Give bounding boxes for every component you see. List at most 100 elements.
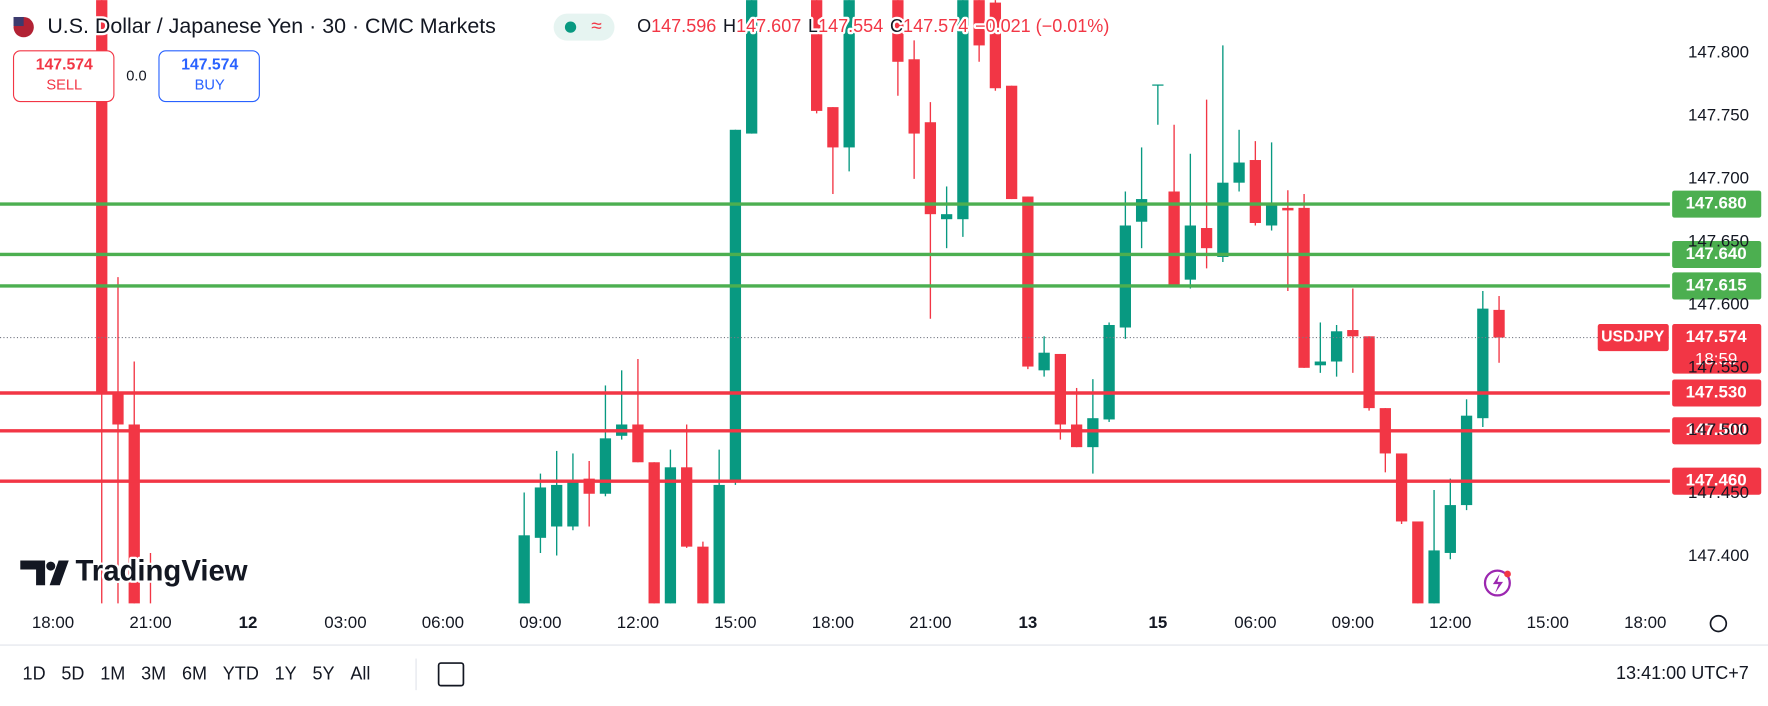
candle-body xyxy=(697,546,709,604)
y-tick-label: 147.450 xyxy=(1688,483,1749,502)
candle-body xyxy=(1363,336,1375,409)
range-list: 1D 5D 1M 3M 6M YTD 1Y 5Y All xyxy=(23,663,371,683)
buy-label: BUY xyxy=(195,78,225,94)
candle-body xyxy=(1087,418,1099,448)
level-label: 147.530 xyxy=(1686,382,1747,401)
x-tick-label: 18:00 xyxy=(1624,613,1666,632)
candle-body xyxy=(599,438,612,494)
ohlc-value: 147.607 xyxy=(736,16,801,36)
range-button[interactable]: 6M xyxy=(182,663,207,683)
ohlc-change: −0.021 (−0.01%) xyxy=(975,16,1109,36)
x-tick-label: 09:00 xyxy=(519,613,561,632)
buy-button[interactable] xyxy=(158,50,260,103)
x-tick-label: 18:00 xyxy=(812,613,854,632)
symbol-title[interactable]: U.S. Dollar / Japanese Yen · 30 · CMC Ma… xyxy=(45,12,498,41)
candle-body xyxy=(1314,361,1326,366)
candle-body xyxy=(128,424,140,604)
level-tag xyxy=(1672,417,1762,445)
settings-icon[interactable] xyxy=(1709,614,1728,633)
brand: TradingView xyxy=(76,555,248,588)
y-tick-label: 147.800 xyxy=(1688,42,1749,61)
range-button[interactable]: All xyxy=(350,663,370,683)
alert-icon[interactable] xyxy=(1483,569,1511,597)
candle-body xyxy=(1347,330,1359,337)
candle-body xyxy=(681,467,693,547)
x-tick-label: 12 xyxy=(239,613,258,632)
level-tag xyxy=(1672,272,1762,300)
range-button[interactable]: 3M xyxy=(141,663,166,683)
candle-body xyxy=(1265,205,1278,226)
candle-body xyxy=(892,0,904,62)
x-tick-label: 15:00 xyxy=(714,613,756,632)
range-button[interactable]: 1D xyxy=(23,663,46,683)
candle-body xyxy=(96,0,108,394)
candle-body xyxy=(1070,424,1083,448)
status-pill[interactable] xyxy=(553,13,615,41)
candle-body xyxy=(1103,324,1115,420)
y-tick-label: 147.400 xyxy=(1688,546,1749,565)
candle-body xyxy=(1054,353,1067,425)
x-tick-label: 03:00 xyxy=(324,613,366,632)
brand-logo xyxy=(20,560,69,586)
candle-body xyxy=(973,0,985,46)
ohlc-key: L xyxy=(808,16,818,36)
candle-body xyxy=(1038,352,1050,371)
candle-body xyxy=(989,2,1002,89)
candle-body xyxy=(583,478,595,494)
symbol-tag xyxy=(1597,324,1669,352)
candle-body xyxy=(1135,199,1148,222)
range-button[interactable]: 5Y xyxy=(312,663,334,683)
spread: 0.0 xyxy=(126,69,146,85)
symbol-label: USDJPY xyxy=(1601,329,1665,346)
status-dot xyxy=(564,21,577,33)
last-price-tag xyxy=(1672,324,1762,374)
y-tick-label: 147.550 xyxy=(1688,357,1749,376)
price-axis: 147.400147.450147.500147.550147.600147.6… xyxy=(1688,42,1749,565)
x-tick-label: 15 xyxy=(1148,613,1167,632)
flag-icon xyxy=(13,16,24,27)
ohlc-value: 147.574 xyxy=(903,16,968,36)
candle-body xyxy=(1298,207,1310,368)
candle-body xyxy=(648,462,660,604)
ohlc-key: O xyxy=(637,16,651,36)
candle-body xyxy=(1282,207,1294,211)
candle-body xyxy=(1412,521,1424,604)
x-tick-label: 12:00 xyxy=(617,613,659,632)
x-tick-label: 06:00 xyxy=(422,613,464,632)
time-axis: 18:00 21:00 12 03:00 06:00 09:00 12:00 15:00 18:… xyxy=(32,613,1667,632)
candle-body xyxy=(534,487,547,538)
candle-body xyxy=(1200,228,1213,249)
candle-body xyxy=(1428,550,1440,604)
candle-body xyxy=(551,484,563,527)
sell-button[interactable] xyxy=(12,50,115,103)
ohlc-value: 147.596 xyxy=(651,16,716,36)
y-tick-label: 147.600 xyxy=(1688,294,1749,313)
level-tag xyxy=(1672,379,1762,407)
date-range-icon[interactable] xyxy=(437,662,465,687)
x-tick-label: 15:00 xyxy=(1527,613,1569,632)
candle-body xyxy=(746,0,758,134)
ohlc-legend: O147.596 H147.607 L147.554 C147.574 −0.021 (… xyxy=(637,16,1109,36)
candle-body xyxy=(632,424,644,463)
range-button[interactable]: YTD xyxy=(223,663,259,683)
candle-body xyxy=(729,129,742,483)
candle-body xyxy=(1233,162,1245,183)
ohlc-value: 147.554 xyxy=(818,16,883,36)
countdown: 18:59 xyxy=(1695,350,1737,369)
candle-body xyxy=(1249,160,1261,223)
range-button[interactable]: 1Y xyxy=(275,663,297,683)
brand-logo xyxy=(46,561,56,571)
candle-body xyxy=(1330,331,1343,362)
ohlc-key: H xyxy=(723,16,736,36)
range-button[interactable]: 1M xyxy=(100,663,125,683)
range-button[interactable]: 5D xyxy=(61,663,84,683)
candle-body xyxy=(1493,309,1505,338)
clock[interactable]: 13:41:00 UTC+7 xyxy=(1616,663,1749,683)
level-label: 147.460 xyxy=(1686,471,1747,490)
candle-body xyxy=(567,481,579,527)
level-tag xyxy=(1672,467,1762,495)
level-label: 147.615 xyxy=(1686,275,1747,294)
